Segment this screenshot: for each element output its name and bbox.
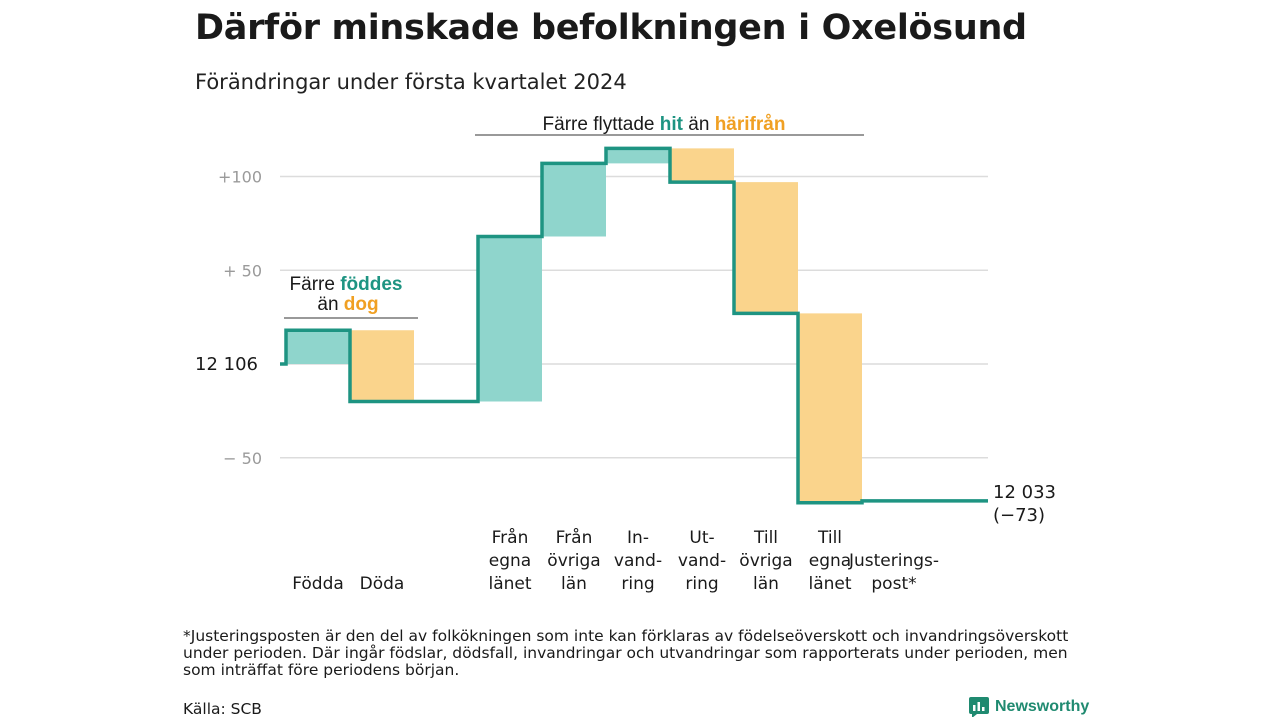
x-category-label: län [753,574,779,594]
bar-4 [542,163,606,237]
x-category-label: egna [489,551,531,571]
start-value-label: 12 106 [195,354,258,375]
annotation-birth-line2: än dog [317,294,378,315]
annotation-part: föddes [340,274,402,295]
x-category-label: övriga [739,551,792,571]
annotation-part: dog [344,294,379,315]
x-category-label: övriga [547,551,600,571]
x-category-label: In- [627,528,649,548]
x-category-label: vand- [614,551,662,571]
bar-3 [478,236,542,402]
bar-0 [286,330,350,364]
bar-6 [670,148,734,183]
y-tick-label: +100 [218,168,262,187]
x-category-label: länet [808,574,851,594]
x-category-label: län [561,574,587,594]
brand-name: Newsworthy [995,698,1090,715]
annotation-part: Färre flyttade [543,114,660,135]
bar-7 [734,182,798,314]
x-category-label: Ut- [689,528,714,548]
x-category-label: Döda [360,574,405,594]
annotation-birth-line1: Färre föddes [290,274,403,295]
chart-title: Därför minskade befolkningen i Oxelösund [195,8,1027,48]
bar-5 [606,148,670,164]
annotation-part: än [683,114,715,135]
x-category-label: Från [492,527,529,548]
x-category-label: ring [621,574,654,594]
x-category-label: egna [809,551,851,571]
end-value-label: 12 033 [993,482,1056,503]
annotation-part: härifrån [715,114,786,135]
labels: Födda Döda Från egna länet Från övriga län In-va… [195,354,1056,594]
x-category-label: Till [753,528,778,548]
x-category-label: länet [488,574,531,594]
bars [286,148,862,503]
source-label: Källa: SCB [183,700,262,718]
x-category-label: Från [556,527,593,548]
x-category-label: Till [817,528,842,548]
x-category-label: vand- [678,551,726,571]
brand-logo: Newsworthy [969,697,1089,717]
y-tick-label: + 50 [223,261,262,280]
annotation-part: än [317,294,343,315]
x-category-label: post* [871,574,916,594]
footnote: *Justeringsposten är den del av folkökni… [183,627,1069,679]
x-category-label: Födda [292,574,344,594]
x-category-label: Justerings- [848,551,939,571]
newsworthy-logo-icon [969,697,989,717]
annotation-part: hit [660,114,684,135]
bar-1 [350,330,414,402]
cumulative-line [280,146,988,505]
annotation-migration: Färre flyttade hit än härifrån [543,114,786,135]
grid-lines: +100 + 50 − 50 [218,168,988,468]
end-change-label: (−73) [993,505,1045,526]
bar-8 [798,313,862,503]
x-category-label: ring [685,574,718,594]
chart-subtitle: Förändringar under första kvartalet 2024 [195,70,627,94]
step-line [280,146,988,505]
y-tick-label: − 50 [223,449,262,468]
annotation-part: Färre [290,274,341,295]
